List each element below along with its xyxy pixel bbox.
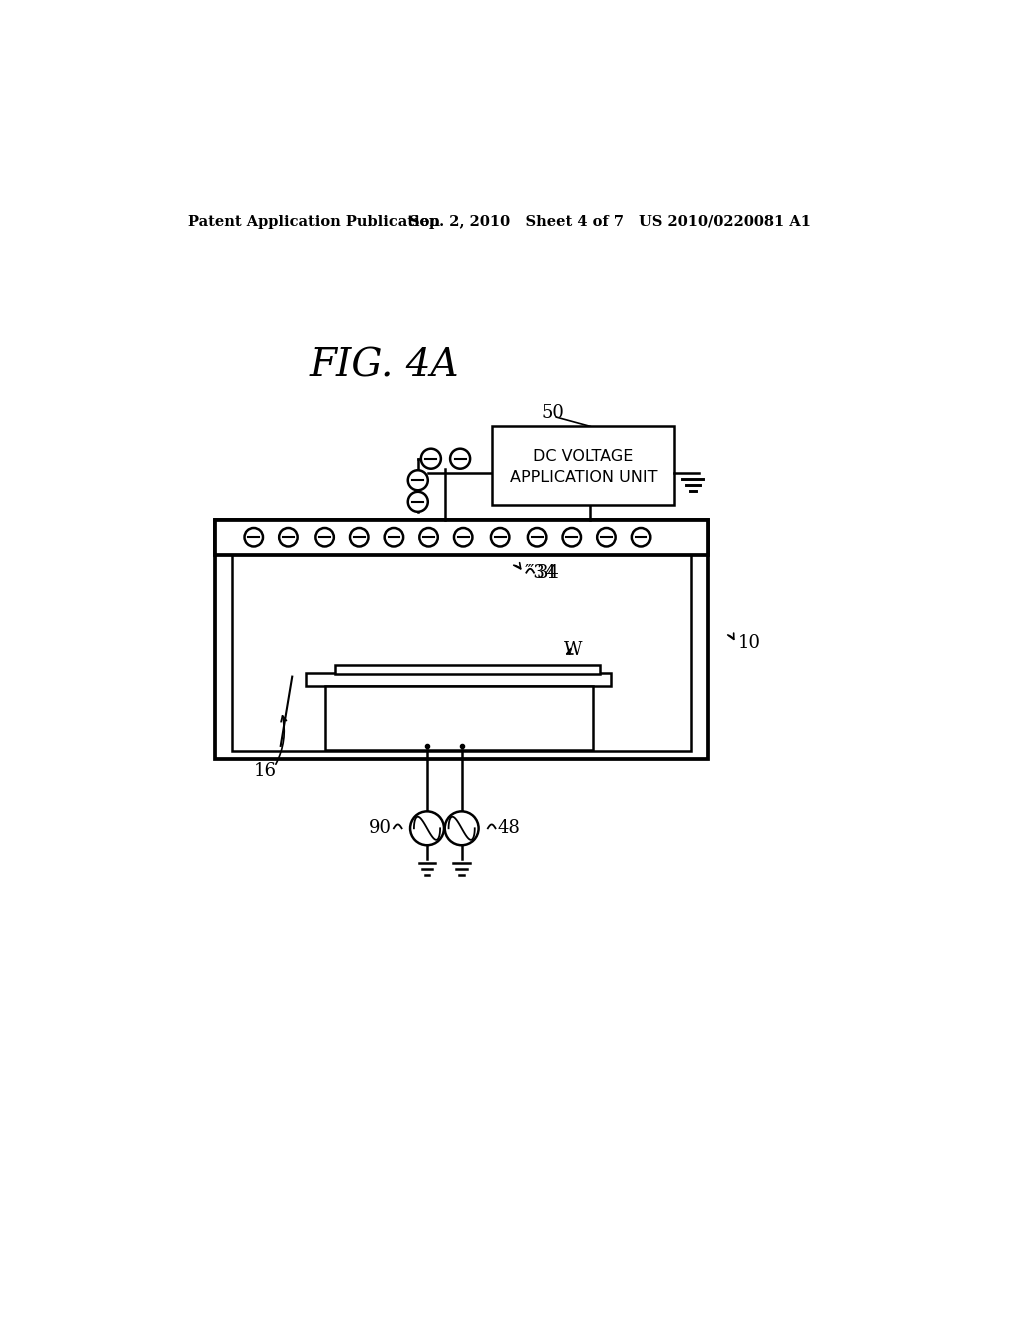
- Text: 50: 50: [541, 404, 564, 421]
- Circle shape: [444, 812, 478, 845]
- Circle shape: [410, 812, 444, 845]
- Circle shape: [451, 449, 470, 469]
- Bar: [325, 686, 593, 750]
- Circle shape: [419, 528, 438, 546]
- Circle shape: [350, 528, 369, 546]
- Text: FIG. 4A: FIG. 4A: [310, 347, 460, 385]
- Circle shape: [528, 528, 547, 546]
- Text: 34: 34: [538, 564, 560, 582]
- Circle shape: [490, 528, 509, 546]
- Circle shape: [385, 528, 403, 546]
- Circle shape: [408, 470, 428, 490]
- Bar: [215, 520, 708, 759]
- Text: 16: 16: [254, 762, 276, 780]
- Bar: [306, 673, 611, 686]
- Text: APPLICATION UNIT: APPLICATION UNIT: [510, 470, 657, 484]
- Text: US 2010/0220081 A1: US 2010/0220081 A1: [639, 215, 811, 228]
- Circle shape: [421, 449, 441, 469]
- Text: 48: 48: [497, 820, 520, 837]
- Circle shape: [632, 528, 650, 546]
- Text: DC VOLTAGE: DC VOLTAGE: [534, 449, 634, 463]
- Circle shape: [245, 528, 263, 546]
- Bar: [335, 665, 600, 675]
- Circle shape: [280, 528, 298, 546]
- Text: 10: 10: [737, 635, 760, 652]
- Circle shape: [315, 528, 334, 546]
- Circle shape: [562, 528, 581, 546]
- Text: W: W: [564, 640, 583, 659]
- Text: 90: 90: [370, 820, 392, 837]
- Bar: [493, 426, 674, 506]
- Circle shape: [408, 492, 428, 512]
- Bar: [232, 536, 691, 751]
- Text: Sep. 2, 2010   Sheet 4 of 7: Sep. 2, 2010 Sheet 4 of 7: [410, 215, 625, 228]
- Circle shape: [454, 528, 472, 546]
- Text: Patent Application Publication: Patent Application Publication: [188, 215, 440, 228]
- Bar: [215, 520, 708, 554]
- Circle shape: [597, 528, 615, 546]
- Text: ‴34: ‴34: [524, 564, 557, 582]
